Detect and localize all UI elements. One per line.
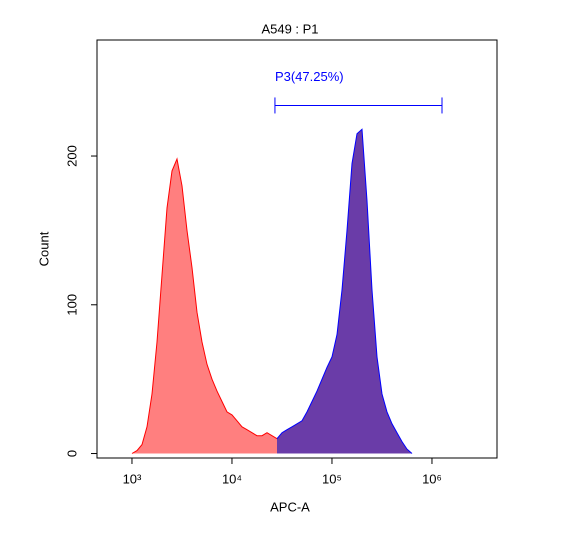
histogram-line <box>276 128 413 454</box>
x-tick-label: 10⁴ <box>222 471 242 486</box>
chart-title: A549 : P1 <box>261 21 318 36</box>
x-tick-label: 10³ <box>123 471 142 486</box>
plot-frame <box>96 39 498 459</box>
x-tick-label: 10⁶ <box>422 471 442 486</box>
x-tick-label: 10⁵ <box>322 471 342 486</box>
y-axis-label: Count <box>36 231 51 266</box>
y-tick-label: 100 <box>64 294 79 316</box>
y-tick-label: 200 <box>64 145 79 167</box>
gate-label: P3(47.25%) <box>275 69 344 84</box>
histogram-line <box>131 157 278 454</box>
x-axis-label: APC-A <box>270 499 310 514</box>
histogram-fill <box>277 129 412 454</box>
histogram-fill <box>132 159 277 454</box>
y-tick-label: 0 <box>64 450 79 457</box>
